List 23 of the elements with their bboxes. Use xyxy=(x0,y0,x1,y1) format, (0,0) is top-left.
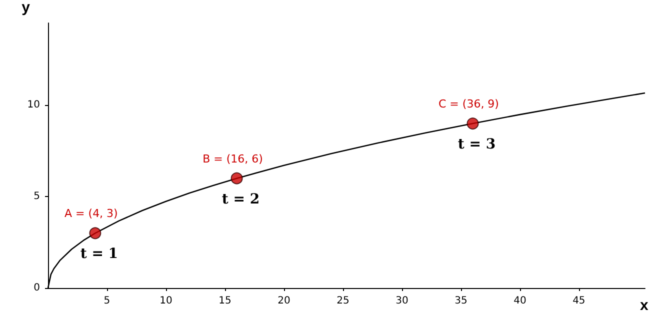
x-tick-label: 20 xyxy=(278,296,290,306)
x-tick-label: 5 xyxy=(104,296,110,306)
y-tick-label: 0 xyxy=(34,282,40,294)
x-tick-label: 15 xyxy=(218,296,232,306)
x-axis-title: x xyxy=(640,297,649,314)
y-axis-title: y xyxy=(22,0,31,16)
annotation: A = (4, 3) xyxy=(64,207,118,220)
x-tick-label: 45 xyxy=(572,296,586,306)
annotation: t = 1 xyxy=(80,246,118,262)
y-tick-label: 10 xyxy=(27,100,40,111)
x-tick-label: 35 xyxy=(454,296,468,306)
point xyxy=(89,227,102,240)
x-tick-label: 25 xyxy=(336,296,350,306)
annotation: t = 3 xyxy=(458,136,496,153)
annotation: t = 2 xyxy=(222,191,260,208)
y-tick-label: 5 xyxy=(34,191,40,202)
x-tick-label: 30 xyxy=(396,296,408,306)
x-tick-label: 40 xyxy=(514,296,526,306)
annotation: C = (36, 9) xyxy=(438,98,499,111)
x-tick-label: 10 xyxy=(160,296,172,306)
point xyxy=(466,118,479,130)
annotation: B = (16, 6) xyxy=(202,152,263,166)
point xyxy=(230,172,243,184)
